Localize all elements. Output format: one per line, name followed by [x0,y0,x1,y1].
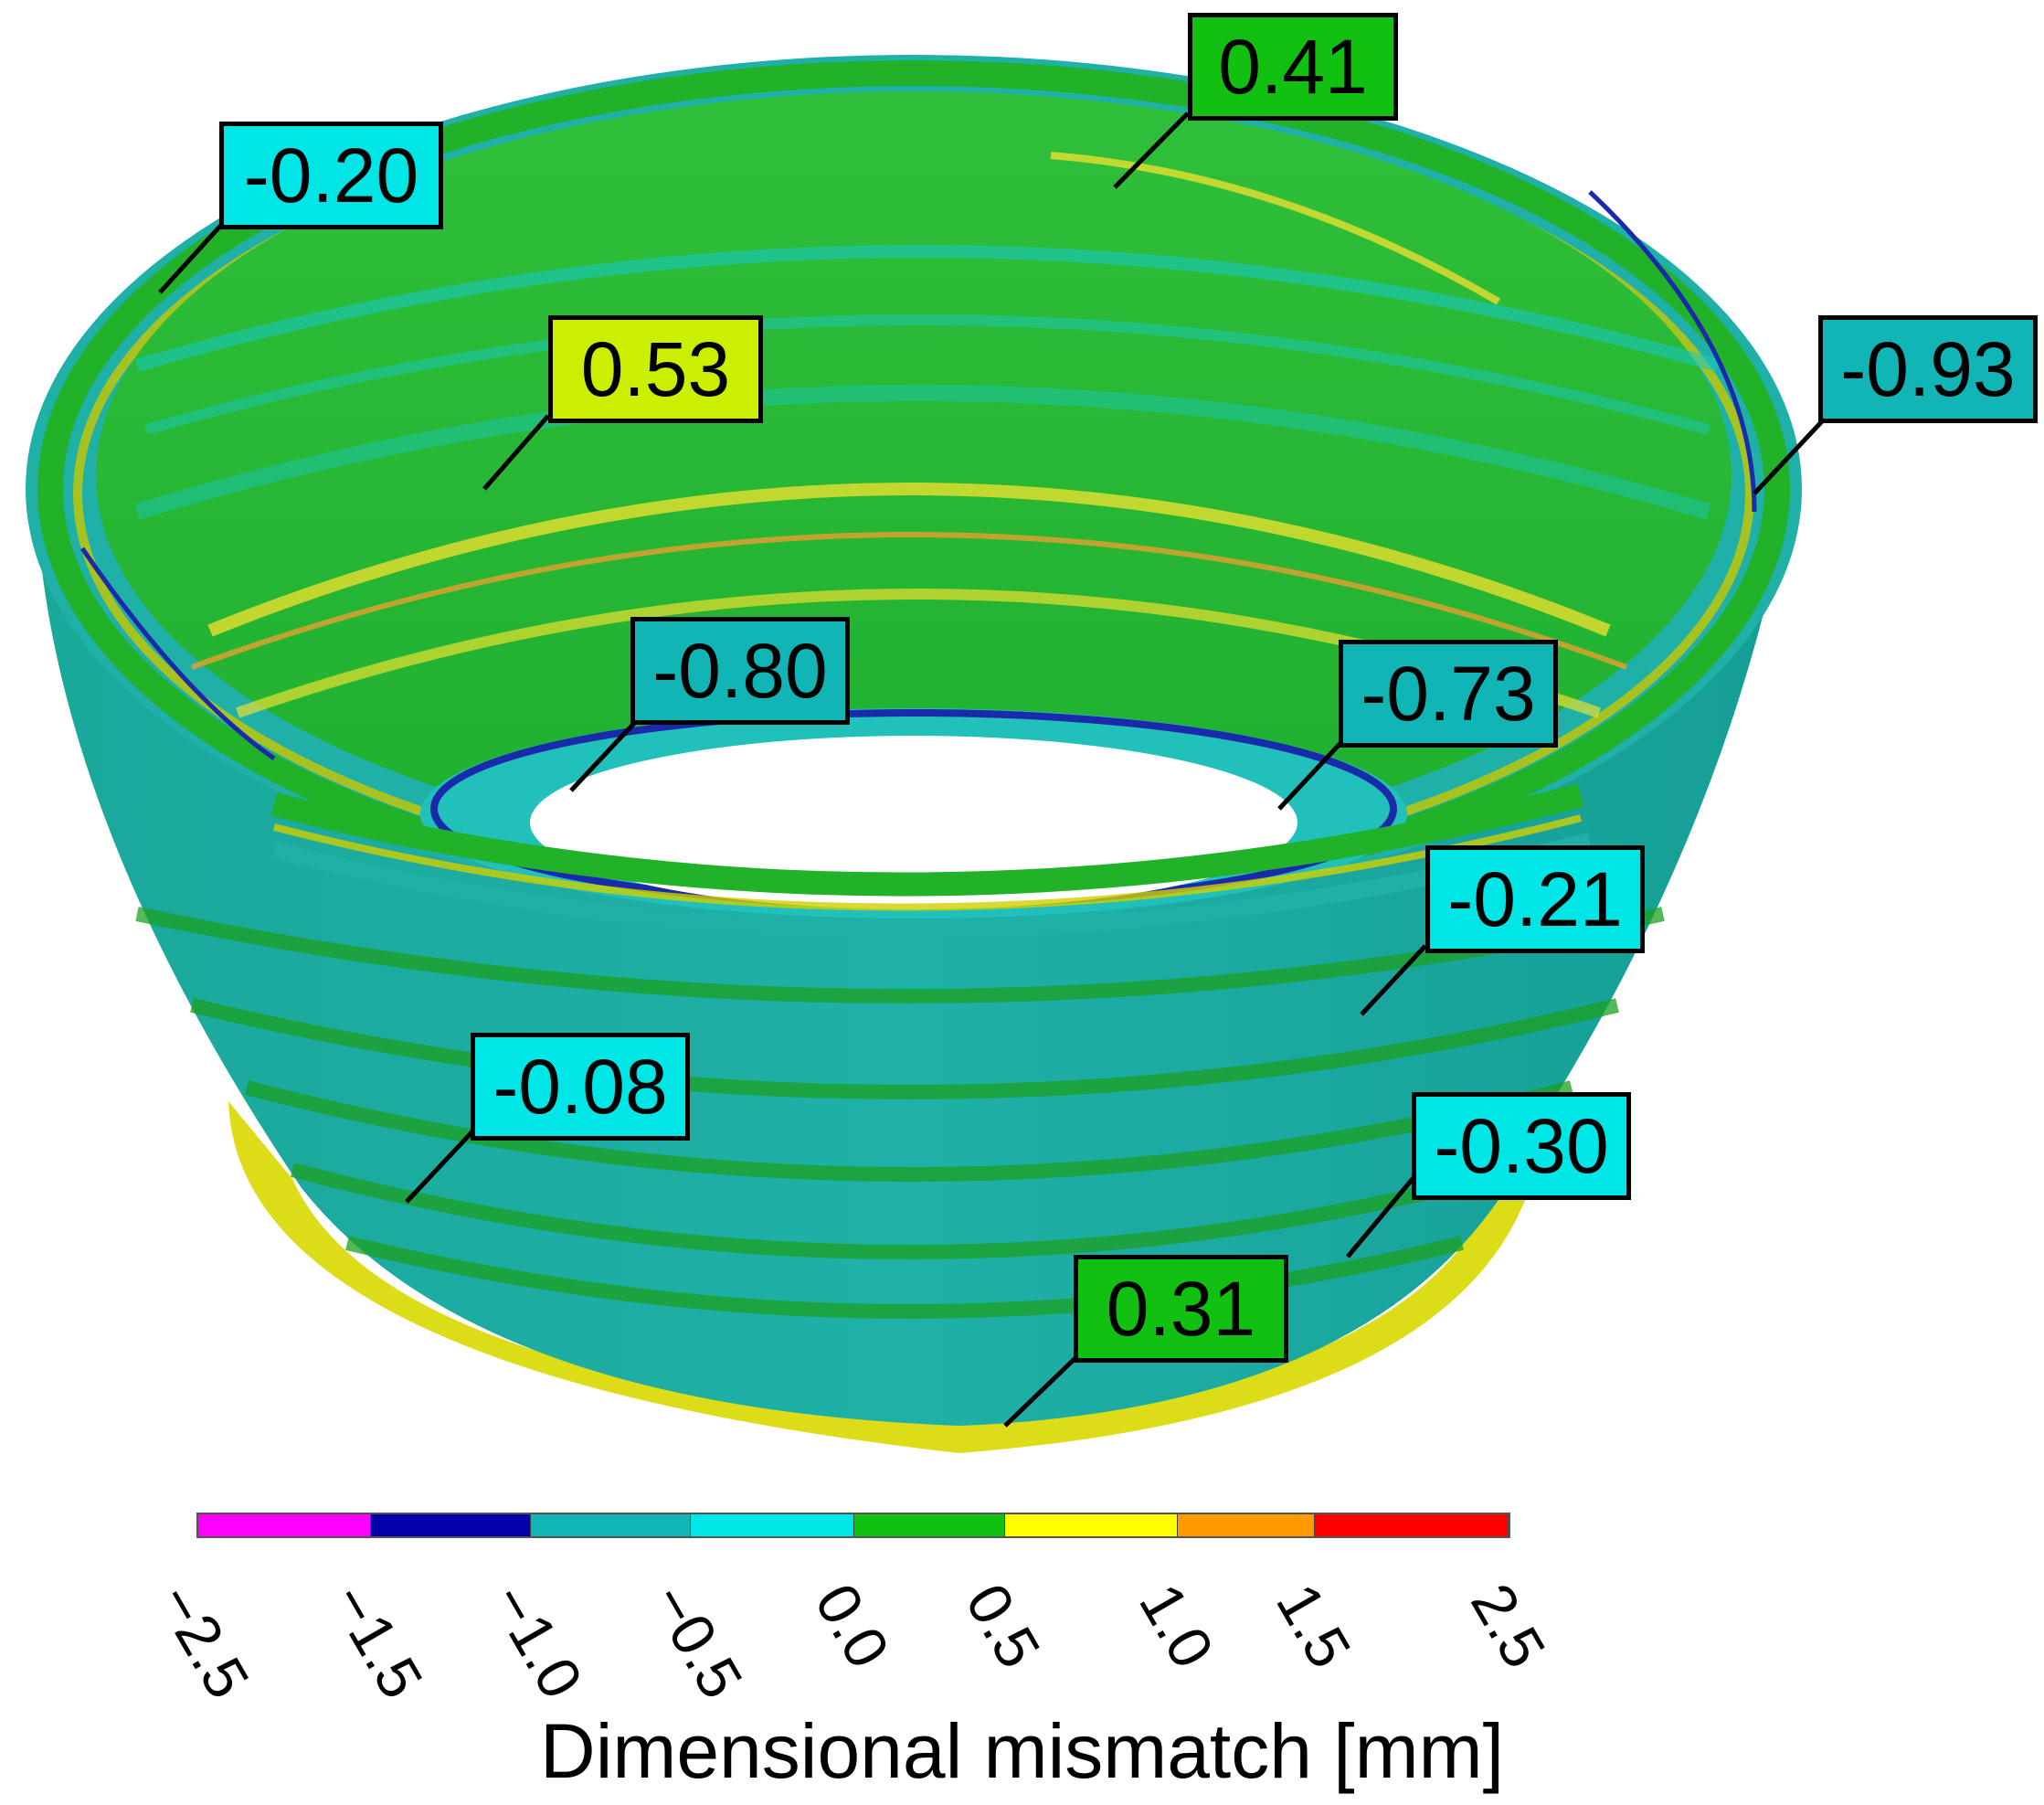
colorbar-segment [854,1514,1005,1536]
colorbar-segment [530,1514,691,1536]
bowl-base-band [228,1101,1544,1453]
colorbar-segment [1178,1514,1315,1536]
inner-wall-stripes [134,152,1720,718]
colorbar-segment [1314,1514,1509,1536]
deviation-callout: 0.41 [1188,13,1398,121]
deviation-callout: -0.30 [1412,1092,1631,1200]
callout-leaders [158,111,1825,1428]
deviation-callout: 0.53 [548,315,763,423]
colorbar-segment [198,1514,372,1536]
deviation-callout: -0.08 [471,1033,690,1141]
deviation-callout: -0.93 [1818,315,2038,423]
colorbar-segment [1004,1514,1179,1536]
deviation-callout: 0.31 [1074,1255,1288,1363]
bowl-outer-wall [37,512,1786,1426]
deviation-callout: -0.73 [1339,640,1558,748]
colorbar-segment [690,1514,854,1536]
colorbar-segment [371,1514,531,1536]
deviation-callout: -0.80 [630,617,850,725]
outer-wall-stripes [135,907,1665,1319]
deviation-callout: -0.20 [219,122,443,229]
deviation-callout: -0.21 [1425,845,1645,953]
colorbar [196,1513,1510,1538]
legend-title: Dimensional mismatch [mm] [540,1708,1504,1794]
